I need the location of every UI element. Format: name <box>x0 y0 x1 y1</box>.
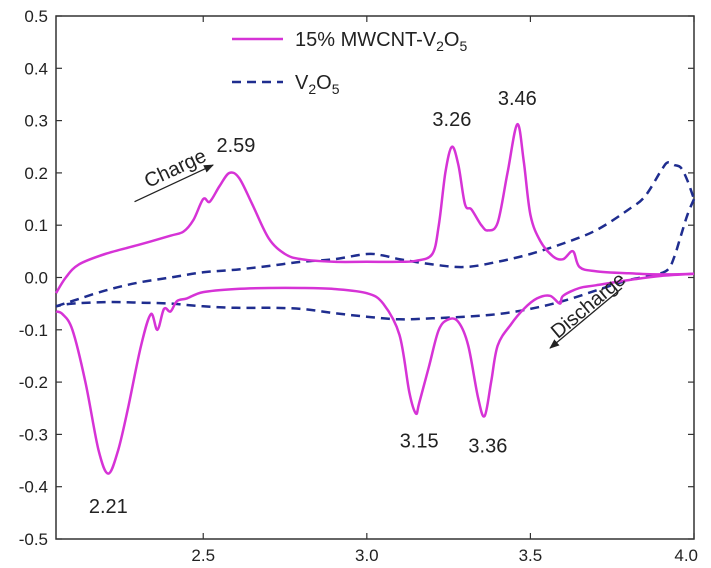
direction-arrow <box>549 287 623 349</box>
series-v2o5-charge-line <box>55 161 696 308</box>
series-v2o5-discharge-line <box>55 198 696 321</box>
series-mwcnt-charge-line <box>54 123 695 294</box>
x-axis-ticks: 2.5 3.0 3.5 4.0 <box>191 16 698 565</box>
y-tick-label: 0.4 <box>24 59 48 78</box>
legend: 15% MWCNT-V2O5 V2O5 <box>232 29 467 97</box>
legend-label-mwcnt: 15% MWCNT-V2O5 <box>295 29 467 54</box>
peak-label: 3.36 <box>468 436 507 458</box>
legend-label-v2o5: V2O5 <box>295 72 340 97</box>
peak-labels: 2.59 3.26 3.46 3.15 3.36 2.21 <box>89 88 537 518</box>
x-tick-label: 3.0 <box>355 546 379 565</box>
series-mwcnt-discharge-line <box>55 272 695 475</box>
y-axis-ticks: 0.5 0.4 0.3 0.2 0.1 0.0 -0.1 -0.2 -0.3 -0.4 -0.5 <box>19 7 694 549</box>
y-tick-label: 0.3 <box>24 112 48 131</box>
peak-label: 3.46 <box>498 88 537 110</box>
direction-label: Discharge <box>547 268 630 343</box>
series-group <box>54 123 696 475</box>
y-tick-label: 0.2 <box>24 164 48 183</box>
y-tick-label: -0.1 <box>19 321 48 340</box>
plot-area <box>55 15 695 540</box>
direction-arrow <box>134 164 214 203</box>
peak-label: 3.15 <box>400 430 439 452</box>
x-tick-label: 3.5 <box>519 546 543 565</box>
peak-label: 2.59 <box>216 135 255 157</box>
x-tick-label: 4.0 <box>674 546 698 565</box>
y-tick-label: -0.5 <box>19 530 48 549</box>
x-tick-label: 2.5 <box>191 546 215 565</box>
y-tick-label: 0.0 <box>24 269 48 288</box>
y-tick-label: -0.2 <box>19 373 48 392</box>
y-tick-label: -0.4 <box>19 478 48 497</box>
peak-label: 3.26 <box>432 109 471 131</box>
direction-label: Charge <box>141 145 210 193</box>
y-tick-label: -0.3 <box>19 425 48 444</box>
y-tick-label: 0.5 <box>24 7 48 26</box>
y-tick-label: 0.1 <box>24 216 48 235</box>
peak-label: 2.21 <box>89 496 128 518</box>
plot-frame <box>55 15 695 540</box>
